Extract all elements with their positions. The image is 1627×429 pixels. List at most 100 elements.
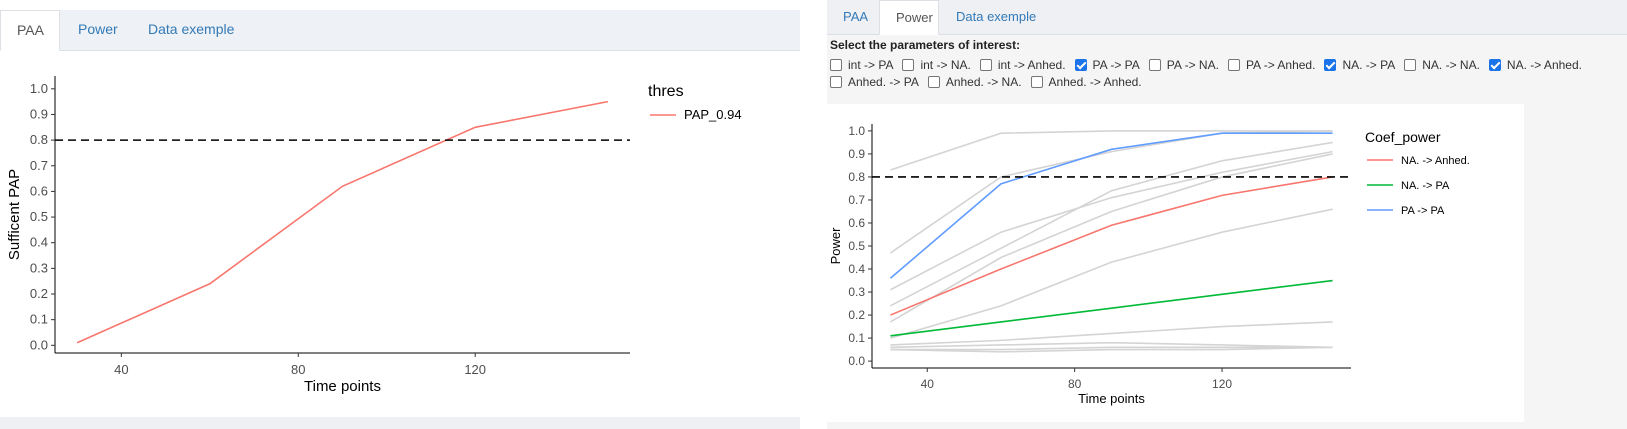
power-panel: PAA Power Data exemple Select the parame…: [827, 0, 1627, 429]
param-checkbox-item[interactable]: PA -> PA: [1074, 56, 1140, 73]
y-tick-label: 0.7: [848, 193, 865, 207]
paa-panel: PAA Power Data exemple 0.0 0.1 0.2 0.3 0.4 0.…: [0, 0, 800, 429]
y-tick-label: 0.0: [30, 337, 48, 352]
checkbox-label: NA. -> NA.: [1422, 57, 1480, 72]
y-tick-label: 0.3: [848, 285, 865, 299]
background-series-line: [890, 153, 1333, 323]
param-checkbox-item[interactable]: PA -> NA.: [1148, 56, 1219, 73]
params-label: Select the parameters of interest:: [830, 38, 1021, 52]
checkbox-label: PA -> Anhed.: [1245, 57, 1316, 72]
checkbox[interactable]: [1404, 58, 1417, 71]
legend-label: NA. -> Anhed.: [1401, 155, 1470, 167]
power-plot-area: 0.0 0.1 0.2 0.3 0.4 0.5 0.6 0.7 0.8 0.9 1.0 40 80 120…: [827, 104, 1524, 422]
y-tick-label: 0.1: [30, 312, 48, 327]
param-checkbox-item[interactable]: PA -> Anhed.: [1227, 56, 1316, 73]
x-tick-label: 80: [1068, 377, 1082, 391]
y-tick-label: 1.0: [848, 124, 865, 138]
tab-data-exemple[interactable]: Data exemple: [148, 21, 235, 37]
checkbox-label: Anhed. -> NA.: [945, 75, 1022, 89]
background-series-line: [890, 346, 1333, 353]
checkbox[interactable]: [902, 58, 915, 71]
x-tick-label: 40: [921, 377, 935, 391]
legend-label: NA. -> PA: [1401, 180, 1450, 192]
checkbox-label: int -> Anhed.: [997, 57, 1066, 72]
legend-title: thres: [648, 83, 684, 100]
y-tick-label: 0.2: [30, 286, 48, 301]
checkbox[interactable]: [927, 76, 940, 88]
y-tick-label: 0.8: [30, 132, 48, 147]
param-checkbox-item[interactable]: int -> Anhed.: [979, 56, 1066, 73]
tab-paa[interactable]: PAA: [843, 9, 869, 24]
legend-label: PAP_0.94: [684, 107, 742, 122]
checkbox-label: int -> NA.: [920, 57, 971, 72]
y-tick-label: 0.7: [30, 158, 48, 173]
tab-bar: PAA Power Data exemple: [827, 0, 1627, 35]
checkbox[interactable]: [1148, 58, 1161, 71]
x-axis-title: Time points: [304, 378, 381, 395]
power-chart: 0.0 0.1 0.2 0.3 0.4 0.5 0.6 0.7 0.8 0.9 1.0 40 80 120…: [828, 124, 1470, 406]
param-checkbox-item[interactable]: int -> NA.: [902, 56, 971, 73]
y-tick-label: 0.6: [848, 216, 865, 230]
tab-data-exemple[interactable]: Data exemple: [956, 9, 1037, 24]
x-tick-label: 40: [114, 362, 128, 377]
y-tick-label: 0.4: [30, 235, 48, 250]
x-tick-label: 120: [1212, 377, 1232, 391]
background-series-line: [890, 141, 1333, 307]
tab-bar: PAA Power Data exemple: [0, 10, 800, 51]
y-tick-label: 0.8: [848, 170, 865, 184]
tab-power[interactable]: Power: [879, 0, 939, 35]
checkbox[interactable]: [830, 76, 842, 88]
y-tick-label: 0.9: [30, 106, 48, 121]
y-tick-label: 1.0: [30, 81, 48, 96]
checkbox-checked[interactable]: [1324, 58, 1337, 71]
background-series-line: [890, 321, 1333, 346]
checkbox[interactable]: [1030, 76, 1043, 88]
checkbox-label: Anhed. -> Anhed.: [1048, 75, 1142, 89]
param-checkbox-item[interactable]: NA. -> PA: [1324, 56, 1395, 73]
checkbox-label: PA -> PA: [1092, 57, 1140, 72]
checkbox[interactable]: [979, 58, 992, 71]
y-tick-label: 0.9: [848, 147, 865, 161]
series-line: [890, 176, 1333, 316]
param-checkbox-item[interactable]: int -> PA: [830, 56, 893, 73]
param-checkbox-item[interactable]: NA. -> NA.: [1404, 56, 1480, 73]
y-tick-label: 0.1: [848, 331, 865, 345]
checkbox-checked[interactable]: [1488, 58, 1501, 71]
x-axis-title: Time points: [1078, 391, 1145, 406]
y-tick-label: 0.5: [848, 239, 865, 253]
y-axis-title: Sufficent PAP: [6, 169, 23, 260]
paa-chart: 0.0 0.1 0.2 0.3 0.4 0.5 0.6 0.7 0.8 0.9 1.0 40 80 120…: [6, 76, 742, 395]
background-series-line: [890, 208, 1333, 339]
y-axis-title: Power: [828, 227, 843, 265]
bottom-strip: [0, 417, 800, 429]
y-tick-label: 0.2: [848, 308, 865, 322]
tab-power[interactable]: Power: [78, 21, 118, 37]
checkbox-label: NA. -> PA: [1342, 57, 1396, 72]
parameter-checkboxes: int -> PA int -> NA. int -> Anhed. PA -> PA…: [830, 56, 1620, 91]
param-checkbox-item[interactable]: Anhed. -> PA: [830, 74, 919, 91]
tab-paa[interactable]: PAA: [0, 10, 60, 51]
background-series-line: [890, 130, 1333, 171]
series-line: [76, 100, 609, 344]
checkbox-checked[interactable]: [1074, 58, 1087, 71]
legend-label: PA -> PA: [1401, 205, 1445, 217]
x-tick-label: 80: [291, 362, 305, 377]
param-checkbox-item[interactable]: NA. -> Anhed.: [1488, 56, 1582, 73]
paa-plot-area: 0.0 0.1 0.2 0.3 0.4 0.5 0.6 0.7 0.8 0.9 1.0 40 80 120…: [0, 51, 800, 416]
series-line: [889, 132, 1333, 279]
legend-title: Coef_power: [1365, 129, 1441, 145]
y-tick-label: 0.4: [848, 262, 865, 276]
checkbox[interactable]: [1227, 58, 1240, 71]
checkbox-label: int -> PA: [848, 57, 894, 72]
param-checkbox-item[interactable]: Anhed. -> Anhed.: [1030, 74, 1142, 91]
param-checkbox-item[interactable]: Anhed. -> NA.: [927, 74, 1022, 91]
checkbox[interactable]: [830, 58, 842, 71]
background-series-line: [890, 341, 1333, 349]
background-series-line: [890, 150, 1333, 291]
background-series-line: [890, 346, 1333, 351]
y-tick-label: 0.5: [30, 209, 48, 224]
checkbox-label: Anhed. -> PA: [848, 75, 919, 89]
checkbox-label: NA. -> Anhed.: [1506, 57, 1582, 72]
series-line: [890, 279, 1333, 337]
checkbox-label: PA -> NA.: [1166, 57, 1219, 72]
